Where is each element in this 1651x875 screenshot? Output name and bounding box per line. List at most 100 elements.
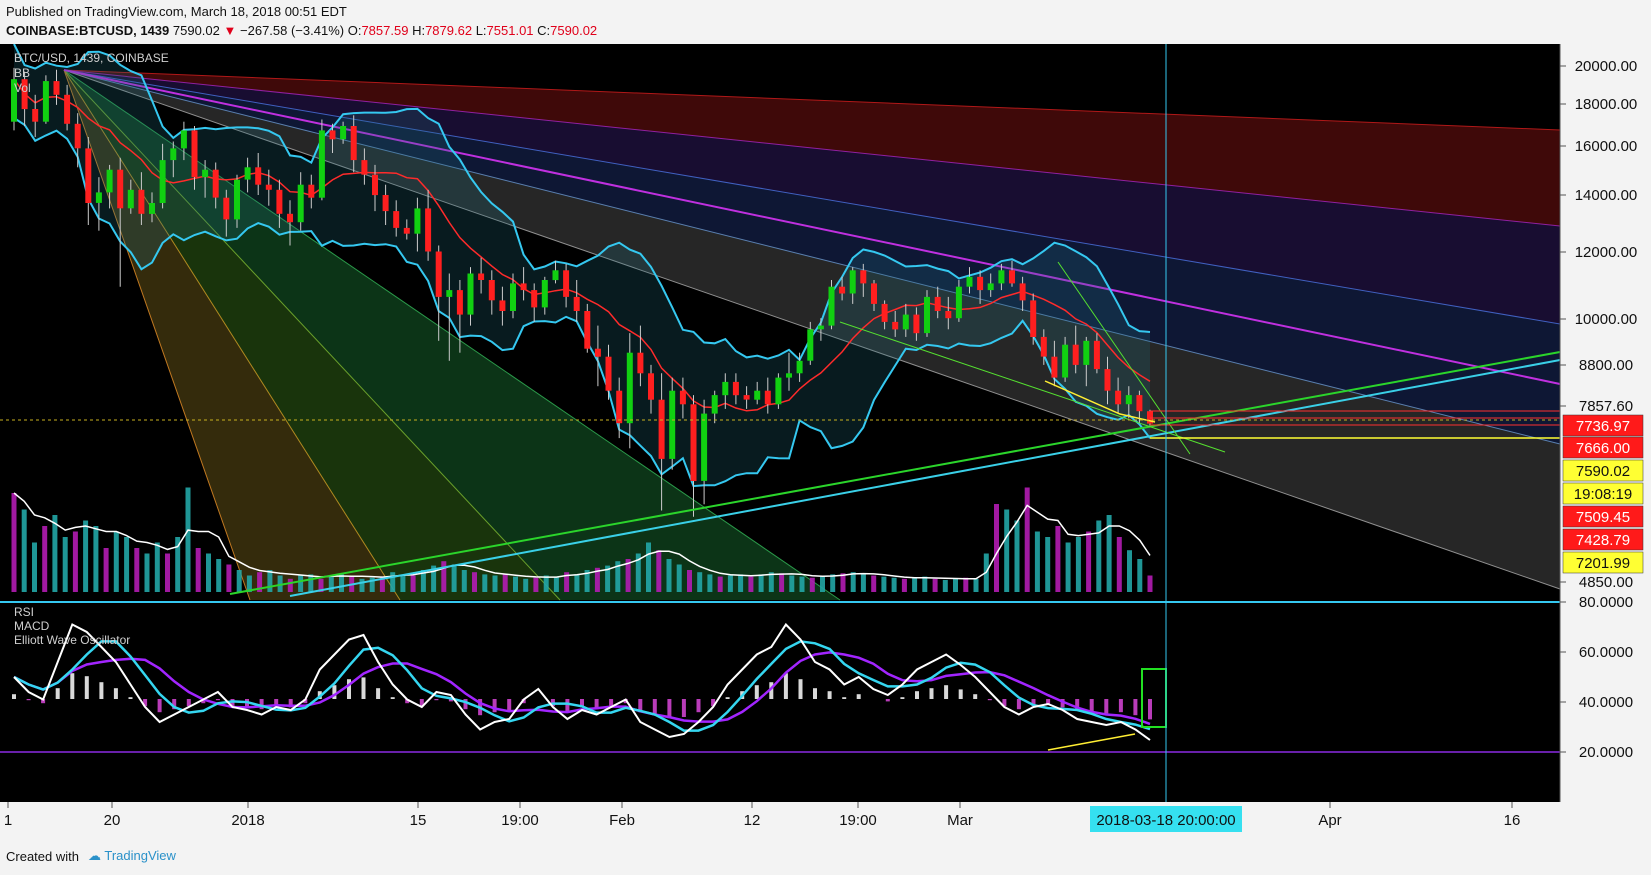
volume-bar	[154, 542, 160, 592]
ewo-bar	[12, 694, 16, 699]
volume-bar	[42, 526, 48, 592]
volume-bar	[21, 509, 27, 592]
rsi-divergence-line[interactable]	[1047, 733, 1136, 751]
candle-body	[212, 169, 219, 198]
volume-bar	[1116, 537, 1122, 592]
candle-body	[488, 280, 495, 301]
channel-line[interactable]	[839, 321, 1226, 453]
volume-bar	[717, 576, 723, 592]
ewo-bar	[1118, 699, 1123, 713]
volume-bar	[615, 561, 621, 592]
ewo-bar	[128, 697, 133, 699]
volume-bar	[359, 578, 365, 592]
bb-lower	[13, 117, 1151, 488]
wedge-yellow[interactable]	[1044, 380, 1156, 423]
candle-body	[924, 296, 930, 334]
volume-bar	[11, 493, 17, 592]
high-value: 7879.62	[425, 23, 473, 38]
ewo-bar	[376, 688, 381, 699]
price-tag-bg	[1562, 551, 1644, 574]
support-line-green[interactable]	[229, 351, 1561, 595]
ewo-bar	[783, 673, 788, 699]
tradingview-logo[interactable]: ☁ TradingView	[88, 848, 176, 863]
ewo-bar	[448, 699, 453, 702]
footer: Created with ☁ TradingView	[0, 840, 1651, 875]
crosshair-time: 2018-03-18 20:00:00	[1096, 812, 1235, 829]
volume-bar	[400, 574, 406, 592]
candle-body	[743, 395, 750, 400]
price-tick-label: 7857.60	[1579, 398, 1633, 415]
chart-area[interactable]: BTC/USD, 1439, COINBASE BB Vol RSI MACD …	[0, 43, 1651, 840]
volume-bar	[246, 575, 252, 592]
wedge-line[interactable]	[1057, 261, 1191, 455]
ewo-bar	[842, 697, 847, 699]
candle-body	[945, 311, 952, 319]
volume-bar	[809, 577, 815, 592]
candle-body	[786, 373, 792, 378]
trendline-magenta[interactable]	[63, 69, 1561, 385]
price-tick-label: 18000.00	[1575, 96, 1638, 113]
symbol-label: COINBASE:BTCUSD, 1439	[6, 23, 170, 38]
candle-body	[594, 348, 601, 357]
ewo-bar	[769, 682, 774, 699]
created-with: Created with	[6, 849, 79, 864]
support-line-cyan[interactable]	[289, 359, 1561, 597]
fan-line-1[interactable]	[63, 69, 1561, 131]
volume-bar	[840, 573, 846, 592]
volume-bar	[379, 576, 385, 592]
candle-body	[552, 270, 559, 281]
price-tag-label: 7428.79	[1576, 532, 1630, 549]
ewo-bar	[696, 699, 701, 713]
price-tag-label: 7666.00	[1576, 440, 1630, 457]
candle-body	[478, 273, 485, 280]
fan-line-4[interactable]	[63, 69, 1561, 445]
candle-body	[1093, 340, 1100, 370]
open-label: O:	[347, 23, 362, 38]
fan-line-2[interactable]	[63, 69, 1561, 227]
ewo-bar	[1046, 699, 1051, 705]
fan-line-9[interactable]	[63, 69, 251, 601]
volume-bar	[62, 537, 68, 592]
ewo-bar	[652, 699, 657, 716]
volume-bar	[1137, 559, 1143, 592]
ewo-bar	[580, 699, 584, 708]
time-axis[interactable]	[0, 802, 1560, 840]
volume-bar	[676, 564, 682, 592]
volume-bar	[543, 575, 549, 592]
ewo-bar	[1133, 699, 1138, 716]
volume-bar	[891, 577, 897, 592]
candle-body	[393, 211, 400, 228]
ewo-bar	[638, 699, 643, 713]
candle-body	[350, 126, 357, 161]
volume-bar	[1075, 537, 1081, 592]
volume-bar	[820, 575, 825, 592]
volume-bar	[226, 564, 232, 592]
price-tags: 7736.97 7666.00 7590.02 19:08:19 7509.45 7428…	[1562, 414, 1644, 574]
symbol-info: COINBASE:BTCUSD, 1439 7590.02 ▼ −267.58 …	[6, 23, 597, 38]
volume-bar	[144, 553, 150, 592]
volume-bar	[410, 575, 416, 592]
ewo-bar	[113, 688, 118, 699]
ewo-bar	[827, 691, 832, 699]
fan-line-7[interactable]	[63, 69, 561, 601]
volume-bar	[124, 537, 130, 592]
ewo-bar	[419, 699, 424, 707]
volume-bar	[451, 564, 457, 592]
candle-body	[467, 273, 474, 315]
volume-bar	[1014, 520, 1020, 592]
chart-svg[interactable]: BTC/USD, 1439, COINBASE BB Vol RSI MACD …	[0, 43, 1651, 840]
candle-body	[53, 81, 60, 95]
candle-body	[202, 169, 209, 178]
legend-macd: MACD	[14, 619, 50, 633]
volume-bar	[206, 553, 211, 592]
volume-bar	[1024, 487, 1030, 592]
candle-body	[106, 169, 113, 193]
fan-line-3[interactable]	[63, 69, 1561, 325]
time-tick-label: Apr	[1318, 812, 1341, 829]
time-tick-label: 12	[744, 812, 761, 829]
ewo-bar	[259, 699, 264, 710]
price-tag-label: 7509.45	[1576, 509, 1630, 526]
candle-body	[372, 174, 378, 196]
candle-body	[616, 390, 623, 424]
candle-body	[531, 290, 538, 308]
